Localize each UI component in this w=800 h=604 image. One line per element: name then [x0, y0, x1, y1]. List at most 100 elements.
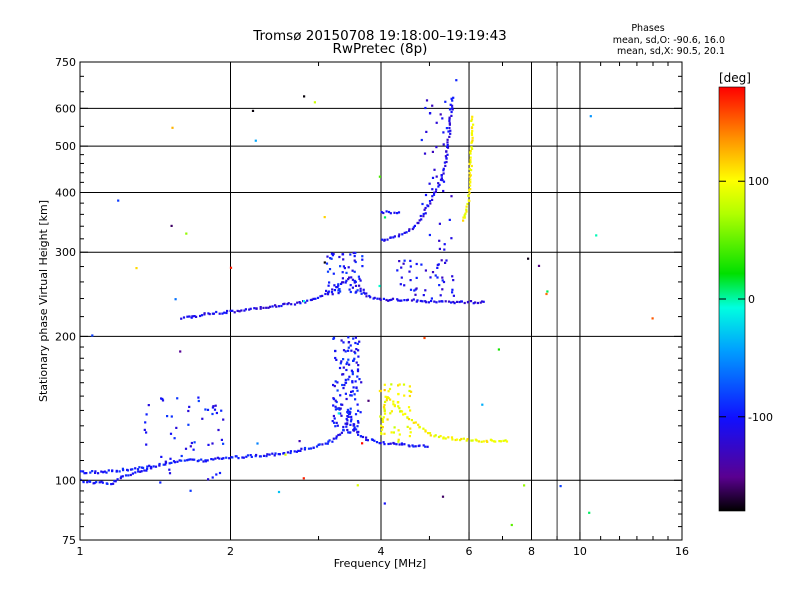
cloud-point	[435, 175, 438, 178]
trace-point	[208, 313, 211, 316]
cloud-point	[347, 336, 350, 339]
cloud-point	[344, 350, 347, 353]
trace-point	[471, 136, 474, 139]
trace-point	[236, 309, 239, 312]
trace-point	[470, 169, 473, 172]
cloud-point	[414, 293, 417, 296]
cloud-point	[379, 415, 382, 418]
trace-point	[464, 212, 467, 215]
cloud-point	[354, 341, 357, 345]
trace-point	[479, 301, 482, 304]
cloud-point	[336, 389, 339, 392]
cloud-point	[408, 385, 411, 388]
trace-point	[106, 482, 109, 485]
cloud-point	[357, 409, 360, 412]
cloud-point	[361, 258, 364, 261]
trace-point	[410, 419, 413, 422]
cloud-point	[211, 442, 214, 445]
trace-point	[309, 447, 313, 450]
trace-point	[422, 427, 425, 430]
cloud-point	[204, 408, 207, 411]
trace-point	[265, 455, 268, 458]
trace-point	[424, 206, 427, 210]
trace-point	[287, 302, 290, 305]
trace-point	[389, 236, 392, 239]
cloud-point	[438, 222, 441, 225]
trace-point	[469, 149, 472, 152]
cloud-point	[169, 432, 173, 435]
cloud-point	[409, 279, 412, 282]
trace-point	[447, 436, 450, 439]
cloud-point	[383, 409, 386, 412]
trace-point	[83, 472, 86, 475]
cloud-point	[326, 255, 329, 258]
trace-point	[354, 284, 358, 287]
cloud-point	[327, 290, 331, 293]
trace-point	[346, 419, 349, 422]
cloud-point	[353, 357, 356, 360]
trace-point	[399, 299, 402, 302]
trace-point	[469, 188, 472, 191]
cloud-point	[160, 397, 163, 400]
cloud-point	[559, 485, 562, 488]
trace-point	[438, 183, 441, 186]
cloud-point	[337, 292, 340, 295]
trace-point	[365, 295, 368, 298]
trace-point	[274, 304, 277, 307]
trace-point	[244, 308, 247, 311]
cloud-point	[450, 195, 453, 198]
trace-point	[121, 467, 124, 470]
trace-point	[324, 442, 327, 445]
cloud-point	[347, 266, 350, 269]
cloud-point	[334, 399, 337, 402]
cloud-point	[346, 428, 349, 432]
cloud-point	[347, 349, 350, 352]
trace-point	[469, 178, 472, 181]
trace-point	[269, 305, 272, 308]
trace-point	[339, 433, 342, 436]
cloud-point	[347, 378, 350, 381]
cloud-point	[352, 251, 355, 255]
trace-point	[290, 303, 293, 306]
trace-point	[182, 316, 186, 319]
cloud-point	[356, 431, 359, 434]
trace-point	[471, 147, 474, 150]
cloud-point	[415, 262, 418, 266]
data-points	[80, 79, 654, 527]
trace-point	[468, 175, 471, 178]
cloud-point	[408, 435, 411, 438]
trace-point	[255, 307, 258, 310]
cloud-point	[378, 284, 381, 288]
trace-point	[498, 440, 501, 443]
trace-point	[401, 443, 404, 446]
cloud-point	[389, 412, 392, 415]
trace-point	[400, 410, 404, 413]
trace-point	[419, 299, 422, 303]
trace-point	[408, 229, 411, 232]
trace-point	[408, 445, 411, 448]
trace-point	[342, 425, 345, 429]
trace-point	[327, 440, 330, 443]
trace-point	[403, 231, 406, 234]
cloud-point	[356, 403, 359, 406]
cloud-point	[175, 426, 178, 429]
cloud-point	[353, 427, 356, 430]
trace-point	[314, 297, 317, 300]
trace-point	[203, 312, 206, 315]
trace-point	[191, 458, 194, 461]
cloud-point	[356, 420, 360, 423]
x-tick-label: 2	[227, 545, 234, 558]
y-axis-label: Stationary phase Virtual Height [km]	[37, 200, 50, 402]
cloud-point	[334, 408, 337, 411]
cloud-point	[410, 390, 413, 393]
trace-point	[189, 458, 192, 461]
trace-point	[421, 300, 424, 303]
trace-point	[433, 300, 436, 303]
cloud-point	[361, 255, 364, 258]
cloud-point	[332, 272, 335, 275]
trace-point	[428, 432, 432, 435]
trace-point	[223, 311, 226, 314]
trace-point	[225, 311, 228, 315]
trace-point	[447, 300, 451, 303]
trace-point	[312, 297, 315, 300]
